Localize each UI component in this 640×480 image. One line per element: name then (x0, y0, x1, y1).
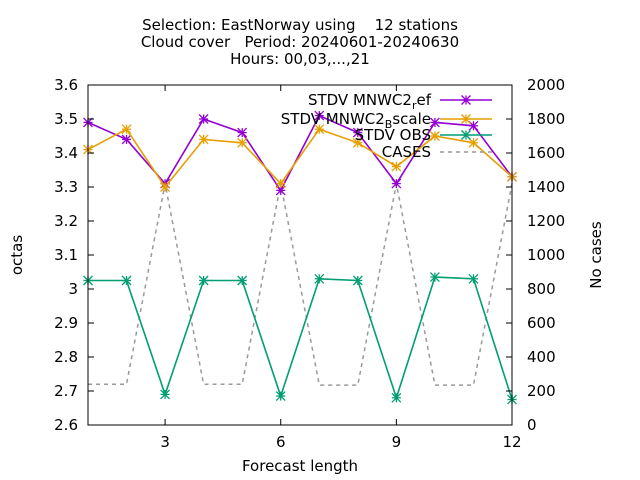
y-tick-label: 2.7 (54, 382, 78, 400)
chart-title: Selection: EastNorway using 12 stationsC… (141, 16, 459, 68)
data-point (198, 134, 209, 145)
legend-item-3: STDV OBS (355, 126, 492, 144)
legend-item-1: STDV MNWC2ref (308, 91, 492, 112)
data-point (352, 275, 363, 286)
y-tick-label: 3.2 (54, 212, 78, 230)
data-point (237, 127, 248, 138)
data-point (314, 273, 325, 284)
legend-label: STDV OBS (355, 126, 431, 144)
data-point (314, 124, 325, 135)
data-point (160, 182, 171, 192)
plot-series (83, 110, 517, 405)
y-tick-label: 3.5 (54, 110, 78, 128)
series-4 (88, 183, 513, 386)
y-tick-label: 3.4 (54, 144, 78, 162)
y2-tick-label: 1000 (527, 246, 565, 264)
y-tick-label: 2.8 (54, 348, 78, 366)
legend-marker (461, 130, 471, 140)
y2-tick-label: 1400 (527, 178, 565, 196)
series-2 (83, 124, 517, 192)
y-tick-label: 2.9 (54, 314, 78, 332)
legend-label: CASES (382, 143, 431, 161)
y2-tick-label: 0 (527, 416, 537, 434)
y-tick-label: 3 (68, 280, 78, 298)
x-tick-label: 3 (160, 433, 170, 451)
y2-tick-label: 2000 (527, 76, 565, 94)
y-tick-label: 2.6 (54, 416, 78, 434)
data-point (314, 110, 325, 121)
legend-item-2: STDV MNWC2Bscale (281, 110, 492, 131)
y-tick-label: 3.6 (54, 76, 78, 94)
data-point (237, 137, 248, 148)
data-point (429, 117, 440, 128)
legend-label: STDV MNWC2Bscale (281, 110, 431, 131)
y-axis-label: octas (8, 235, 26, 275)
y2-tick-label: 200 (527, 382, 556, 400)
title-line-2: Cloud cover Period: 20240601-20240630 (141, 33, 459, 51)
axis-ticks: 2.6 2.7 2.8 2.9 3 3.1 3.2 3.3 3.4 3.5 3.6 0 200 400 60… (54, 76, 565, 451)
series-line (88, 183, 513, 386)
data-point (391, 178, 402, 189)
data-point (391, 392, 402, 403)
y2-tick-label: 1200 (527, 212, 565, 230)
x-tick-label: 6 (276, 433, 286, 451)
x-axis-label: Forecast length (242, 457, 358, 475)
y2-tick-label: 800 (527, 280, 556, 298)
y2-tick-label: 600 (527, 314, 556, 332)
series-3 (83, 272, 517, 405)
data-point (198, 114, 209, 124)
x-tick-label: 12 (502, 433, 521, 451)
y2-axis-label: No cases (587, 221, 605, 289)
title-line-3: Hours: 00,03,...,21 (230, 50, 370, 68)
data-point (160, 389, 171, 400)
data-point (429, 131, 440, 141)
y2-tick-label: 1800 (527, 110, 565, 128)
legend-label: STDV MNWC2ref (308, 91, 432, 112)
x-tick-label: 9 (392, 433, 402, 451)
y-tick-label: 3.3 (54, 178, 78, 196)
data-point (468, 137, 479, 148)
title-line-1: Selection: EastNorway using 12 stations (142, 16, 458, 34)
data-point (121, 134, 132, 145)
series-line (87, 128, 513, 189)
data-point (198, 275, 209, 286)
data-point (429, 272, 440, 283)
data-point (391, 161, 402, 172)
data-point (468, 273, 479, 284)
legend-marker (461, 95, 471, 105)
y2-tick-label: 1600 (527, 144, 565, 162)
data-point (237, 275, 248, 286)
data-point (275, 391, 286, 402)
data-point (275, 178, 286, 189)
data-point (352, 137, 363, 148)
data-point (121, 275, 132, 286)
data-point (121, 124, 132, 135)
y-tick-label: 3.1 (54, 246, 78, 264)
legend-marker (461, 114, 471, 124)
data-point (352, 127, 363, 138)
series-line (88, 276, 513, 401)
y2-tick-label: 400 (527, 348, 556, 366)
legend-item-4: CASES (382, 143, 492, 161)
